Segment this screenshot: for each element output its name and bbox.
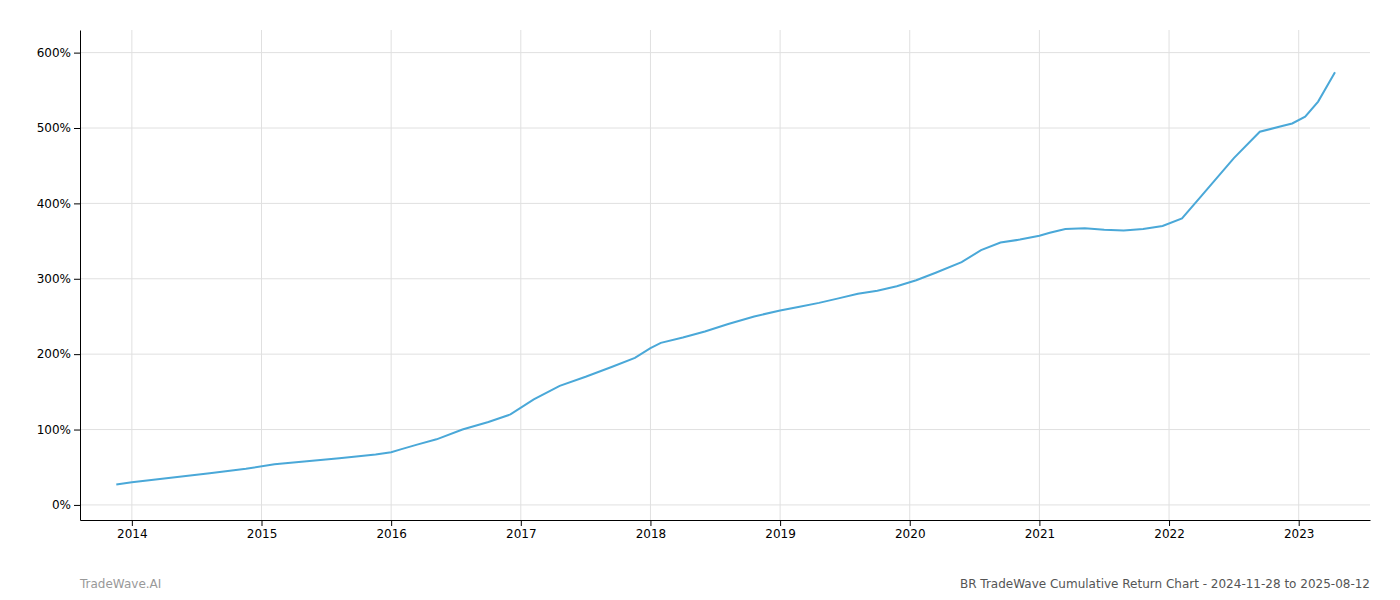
tick: 200%	[37, 347, 80, 361]
tick-mark	[650, 520, 651, 526]
grid-line	[80, 354, 1370, 355]
tick-mark	[262, 520, 263, 526]
tick-mark	[74, 279, 80, 280]
marks	[116, 72, 1335, 484]
grid-line	[780, 30, 781, 520]
tick: 500%	[37, 121, 80, 135]
tick-mark	[521, 520, 522, 526]
tick-mark	[391, 520, 392, 526]
tick-label: 2018	[636, 527, 667, 541]
chart: 2014 2015 2016 2017 2018 2019 2020 2021 2022 2023…	[0, 0, 1400, 600]
line	[116, 72, 1335, 484]
grid-line	[131, 30, 132, 520]
tick-mark	[74, 128, 80, 129]
tick: 2019	[765, 520, 796, 541]
grid-line	[261, 30, 262, 520]
tick-label: 600%	[37, 46, 71, 60]
grid-line	[650, 30, 651, 520]
tick-mark	[74, 505, 80, 506]
axis-line	[80, 31, 81, 521]
tick-label: 500%	[37, 121, 71, 135]
tick: 2023	[1284, 520, 1315, 541]
tick: 400%	[37, 197, 80, 211]
tick-mark	[910, 520, 911, 526]
tick: 2022	[1154, 520, 1185, 541]
tick-mark	[1169, 520, 1170, 526]
tick-label: 200%	[37, 347, 71, 361]
tick: 600%	[37, 46, 80, 60]
tick: 100%	[37, 423, 80, 437]
tick-mark	[74, 430, 80, 431]
tick-label: 2015	[247, 527, 278, 541]
tick: 2016	[376, 520, 407, 541]
grid-line	[1039, 30, 1040, 520]
tick-mark	[1039, 520, 1040, 526]
tick-label: 0%	[52, 498, 71, 512]
tick: 2017	[506, 520, 537, 541]
tick-label: 2019	[765, 527, 796, 541]
y-axis: 0% 100% 200% 300% 400% 500% 600%	[37, 31, 81, 521]
grid-line	[391, 30, 392, 520]
grid-line	[80, 278, 1370, 279]
tick-label: 100%	[37, 423, 71, 437]
grid-line	[80, 203, 1370, 204]
annotation: TradeWave.AI	[79, 577, 161, 591]
grid-line	[80, 128, 1370, 129]
tick-label: 2017	[506, 527, 537, 541]
tick-mark	[780, 520, 781, 526]
x-axis: 2014 2015 2016 2017 2018 2019 2020 2021 2022 2023	[81, 520, 1371, 541]
title: BR TradeWave Cumulative Return Chart - 2…	[960, 577, 1370, 591]
tick-label: 2020	[895, 527, 926, 541]
tick: 2020	[895, 520, 926, 541]
tick-label: 2014	[117, 527, 148, 541]
tick-label: 300%	[37, 272, 71, 286]
tick: 300%	[37, 272, 80, 286]
plot-area: 2014 2015 2016 2017 2018 2019 2020 2021 2022 2023…	[37, 30, 1371, 541]
tick-mark	[74, 53, 80, 54]
tick: 2014	[117, 520, 148, 541]
tick-label: 2016	[376, 527, 407, 541]
axis-line	[81, 520, 1371, 521]
tick-mark	[74, 354, 80, 355]
tick: 2015	[247, 520, 278, 541]
tick: 0%	[52, 498, 80, 512]
tick-label: 2022	[1154, 527, 1185, 541]
grid-line	[909, 30, 910, 520]
tick: 2018	[636, 520, 667, 541]
tick-label: 2023	[1284, 527, 1315, 541]
grid	[80, 30, 1370, 520]
grid-line	[80, 504, 1370, 505]
grid-line	[520, 30, 521, 520]
grid-line	[80, 52, 1370, 53]
grid-line	[1298, 30, 1299, 520]
tick-mark	[132, 520, 133, 526]
tick: 2021	[1025, 520, 1056, 541]
tick-label: 400%	[37, 197, 71, 211]
tick-mark	[1299, 520, 1300, 526]
grid-line	[80, 429, 1370, 430]
grid-line	[1169, 30, 1170, 520]
tick-mark	[74, 203, 80, 204]
tick-label: 2021	[1025, 527, 1056, 541]
